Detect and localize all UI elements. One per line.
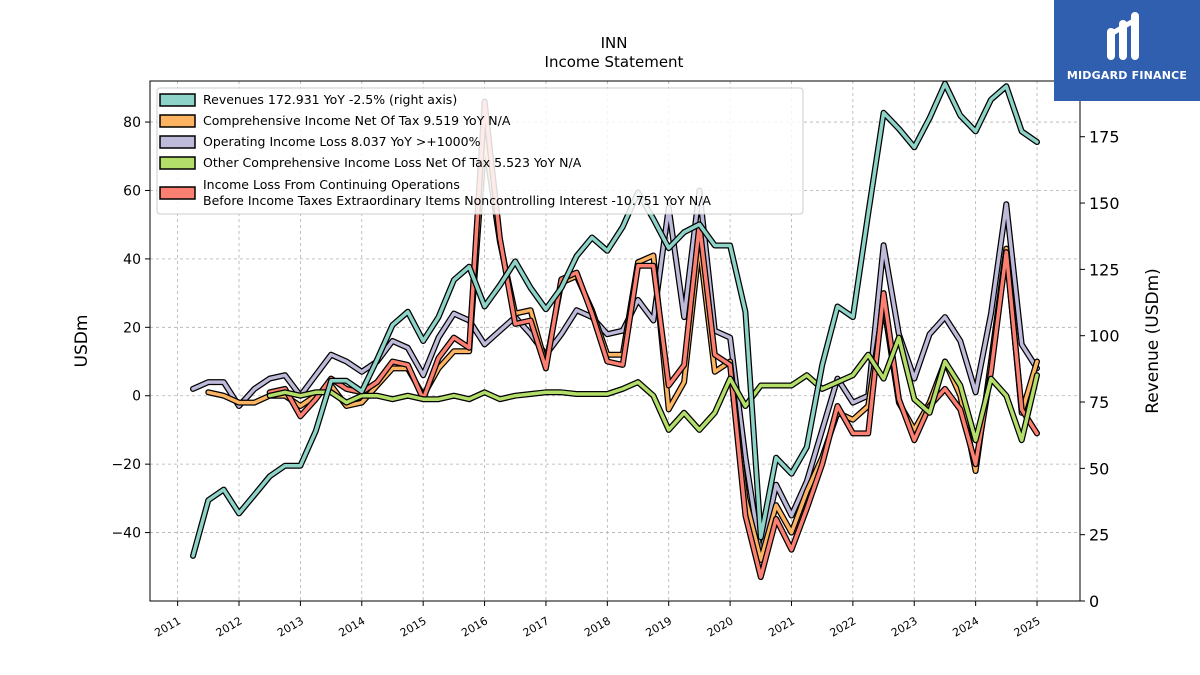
x-tick-label: 2024 — [950, 614, 981, 639]
legend-swatch-2 — [159, 135, 196, 149]
legend-box — [156, 87, 804, 215]
midgard-finance-logo: MIDGARD FINANCE — [1054, 0, 1200, 101]
chart-title: INN — [601, 34, 628, 52]
y-tick-label: 60 — [123, 183, 141, 199]
x-tick-label: 2013 — [275, 614, 306, 639]
x-tick-label: 2011 — [152, 614, 183, 639]
series-3-line — [267, 335, 1039, 442]
legend: Revenues 172.931 YoY -2.5% (right axis) C… — [156, 87, 804, 215]
x-tick-label: 2022 — [828, 614, 859, 639]
legend-label-4: Before Income Taxes Extraordinary Items … — [203, 193, 711, 208]
y-tick-label: −40 — [111, 526, 141, 542]
x-tick-label: 2021 — [766, 614, 797, 639]
series-4-line — [267, 99, 1039, 579]
x-tick-label: 2025 — [1012, 614, 1043, 639]
plot-area-frame — [149, 80, 1081, 602]
y-right-tick-label: 125 — [1089, 260, 1120, 279]
chart-subtitle: Income Statement — [545, 53, 684, 71]
y-right-tick-label: 100 — [1089, 327, 1120, 346]
x-tick-label: 2016 — [459, 614, 490, 639]
x-tick-label: 2012 — [214, 614, 245, 639]
y-right-tick-label: 175 — [1089, 128, 1120, 147]
y-right-tick-label: 0 — [1089, 592, 1099, 611]
y-tick-label: 20 — [123, 320, 141, 336]
y-right-tick-label: 75 — [1089, 393, 1109, 412]
y-right-tick-label: 150 — [1089, 194, 1120, 213]
x-tick-label: 2020 — [705, 614, 736, 639]
x-tick-label: 2019 — [643, 614, 674, 639]
legend-swatch-4 — [159, 186, 196, 200]
y-right-tick-label: 25 — [1089, 526, 1109, 545]
brand-name: MIDGARD FINANCE — [1066, 69, 1188, 82]
y-tick-label: 0 — [132, 389, 141, 405]
series-2-line — [191, 188, 1039, 559]
x-tick-label: 2014 — [337, 614, 368, 639]
legend-label-4: Income Loss From Continuing Operations — [203, 177, 460, 192]
legend-label-2: Operating Income Loss 8.037 YoY >+1000% — [203, 134, 481, 149]
legend-swatch-1 — [159, 114, 196, 128]
y-axis-label: USDm — [72, 315, 92, 368]
x-tick-label: 2018 — [582, 614, 613, 639]
x-tick-label: 2015 — [398, 614, 429, 639]
y-tick-label: 80 — [123, 115, 141, 131]
legend-label-1: Comprehensive Income Net Of Tax 9.519 Yo… — [203, 113, 511, 128]
legend-label-3: Other Comprehensive Income Loss Net Of T… — [203, 155, 582, 170]
series-0-line — [191, 81, 1039, 558]
y-tick-label: −20 — [111, 457, 141, 473]
series-layer — [190, 80, 1040, 581]
midgard-logo-icon — [1107, 12, 1139, 60]
legend-swatch-3 — [159, 156, 196, 170]
y-right-tick-label: 50 — [1089, 459, 1109, 478]
y-axis-right-label: Revenue (USDm) — [1143, 268, 1163, 414]
legend-swatch-0 — [159, 93, 196, 107]
x-tick-label: 2017 — [521, 614, 552, 639]
legend-label-0: Revenues 172.931 YoY -2.5% (right axis) — [203, 92, 457, 107]
y-tick-label: 40 — [123, 252, 141, 268]
x-tick-label: 2023 — [889, 614, 920, 639]
